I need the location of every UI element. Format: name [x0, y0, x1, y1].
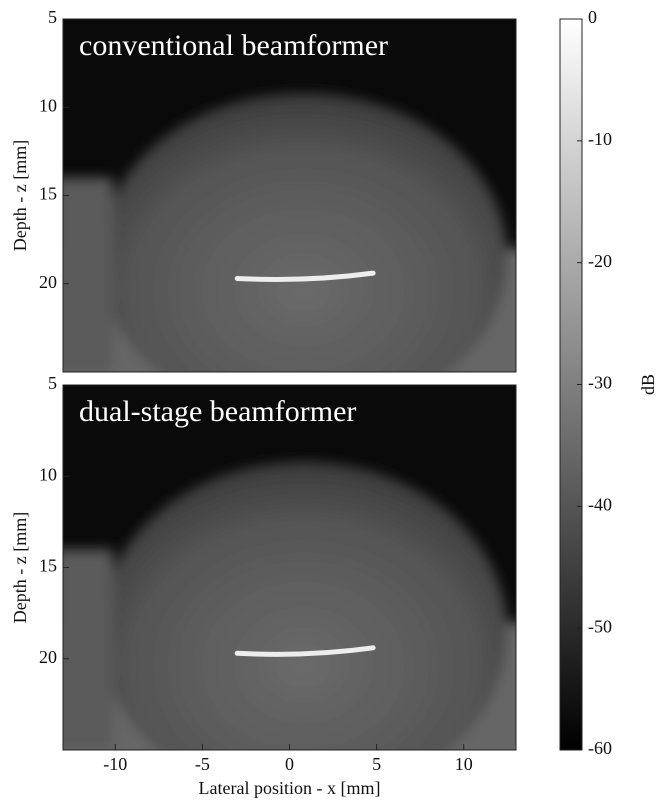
- panel-title: dual-stage beamformer: [79, 395, 356, 428]
- y-tick-label: 5: [48, 7, 57, 27]
- colorbar-label: dB: [638, 374, 658, 395]
- panel-title: conventional beamformer: [79, 29, 388, 62]
- x-axis-label: Lateral position - x [mm]: [199, 778, 381, 798]
- x-tick-label: -5: [195, 754, 210, 774]
- y-tick-label: 10: [39, 95, 57, 115]
- colorbar-tick-label: -30: [588, 373, 612, 393]
- x-tick-label: 10: [455, 754, 473, 774]
- x-tick-label: -10: [103, 754, 127, 774]
- colorbar-tick-label: -60: [588, 738, 612, 758]
- y-tick-label: 15: [39, 556, 57, 576]
- colorbar-tick-label: -10: [588, 129, 612, 149]
- colorbar-tick-label: -20: [588, 251, 612, 271]
- reflector: [234, 270, 376, 282]
- ultrasound-image: [63, 19, 516, 372]
- y-axis-label: Depth - z [mm]: [10, 140, 30, 251]
- y-tick-label: 15: [39, 184, 57, 204]
- reflector: [234, 645, 376, 657]
- ultrasound-image: [63, 385, 516, 750]
- speckle-bright: [63, 19, 516, 372]
- colorbar-tick-label: 0: [588, 7, 597, 27]
- x-tick-label: 5: [372, 754, 381, 774]
- speckle-bright: [63, 385, 516, 750]
- colorbar-tick-label: -50: [588, 616, 612, 636]
- y-tick-label: 20: [39, 272, 57, 292]
- colorbar-tick-label: -40: [588, 494, 612, 514]
- x-tick-label: 0: [285, 754, 294, 774]
- y-tick-label: 10: [39, 464, 57, 484]
- y-axis-label: Depth - z [mm]: [10, 512, 30, 623]
- y-tick-label: 5: [48, 373, 57, 393]
- y-tick-label: 20: [39, 647, 57, 667]
